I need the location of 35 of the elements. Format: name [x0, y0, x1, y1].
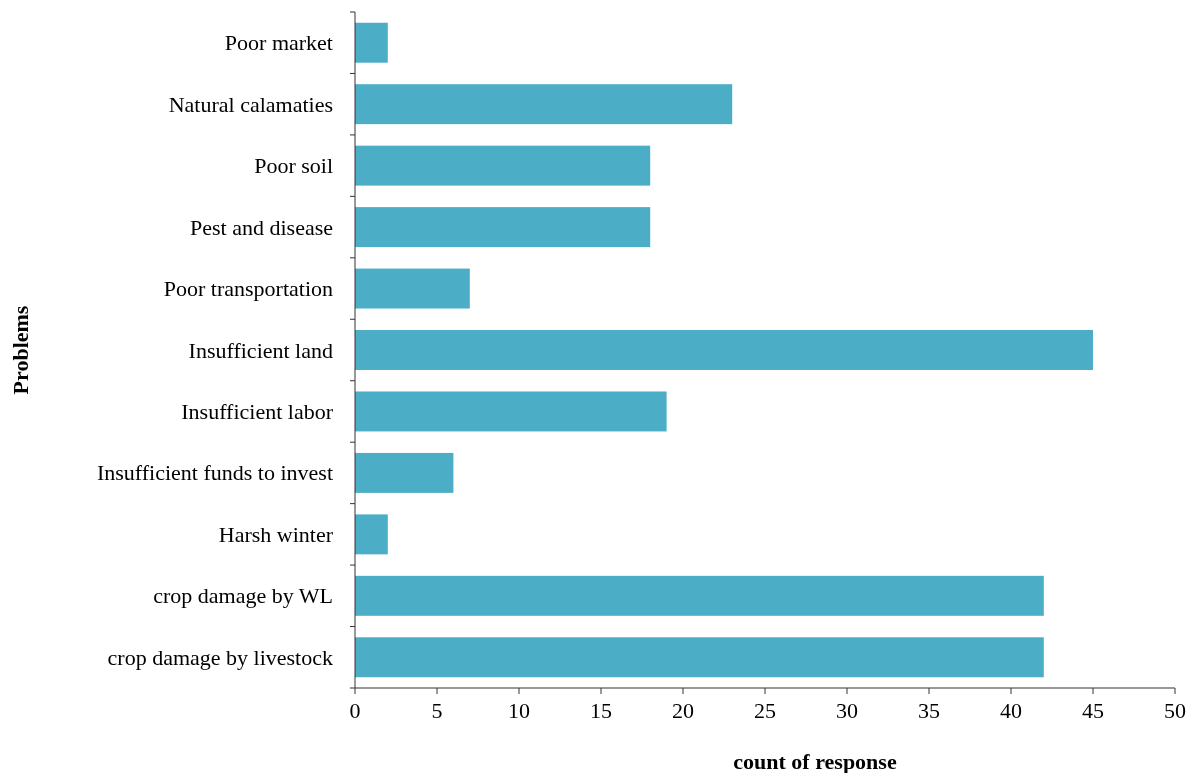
y-tick-label: Poor transportation	[163, 276, 333, 302]
y-tick-label: Insufficient funds to invest	[96, 460, 333, 486]
bar	[355, 268, 470, 309]
x-tick-label: 25	[754, 698, 776, 723]
x-axis-title: count of response	[733, 749, 897, 773]
x-tick-label: 35	[918, 698, 940, 723]
bar	[355, 637, 1044, 678]
x-tick-label: 10	[508, 698, 530, 723]
bar	[355, 514, 388, 555]
y-tick-label: crop damage by WL	[153, 583, 333, 609]
bar	[355, 84, 733, 125]
bar	[355, 330, 1093, 370]
x-tick-label: 0	[349, 698, 361, 723]
bar	[355, 391, 667, 432]
bar	[355, 575, 1044, 616]
bar	[355, 207, 651, 248]
y-tick-label: Insufficient land	[188, 337, 333, 363]
y-tick-label: Natural calamaties	[168, 91, 333, 117]
bar	[355, 452, 454, 493]
x-tick-label: 45	[1082, 698, 1104, 723]
x-tick-label: 40	[1000, 698, 1022, 723]
x-tick-label: 30	[836, 698, 858, 723]
y-tick-label: Insufficient labor	[181, 398, 334, 424]
x-tick-label: 20	[672, 698, 694, 723]
bar	[355, 145, 651, 186]
y-tick-label: Poor soil	[254, 153, 333, 179]
y-tick-label: Pest and disease	[190, 214, 333, 240]
y-tick-label: Poor market	[224, 30, 333, 56]
y-tick-label: Harsh winter	[218, 521, 334, 547]
y-tick-label: crop damage by livestock	[107, 644, 333, 670]
x-tick-label: 15	[590, 698, 612, 723]
x-tick-label: 5	[431, 698, 443, 723]
x-tick-label: 50	[1164, 698, 1186, 723]
bar	[355, 22, 388, 63]
y-axis-title: Problems	[8, 305, 33, 395]
